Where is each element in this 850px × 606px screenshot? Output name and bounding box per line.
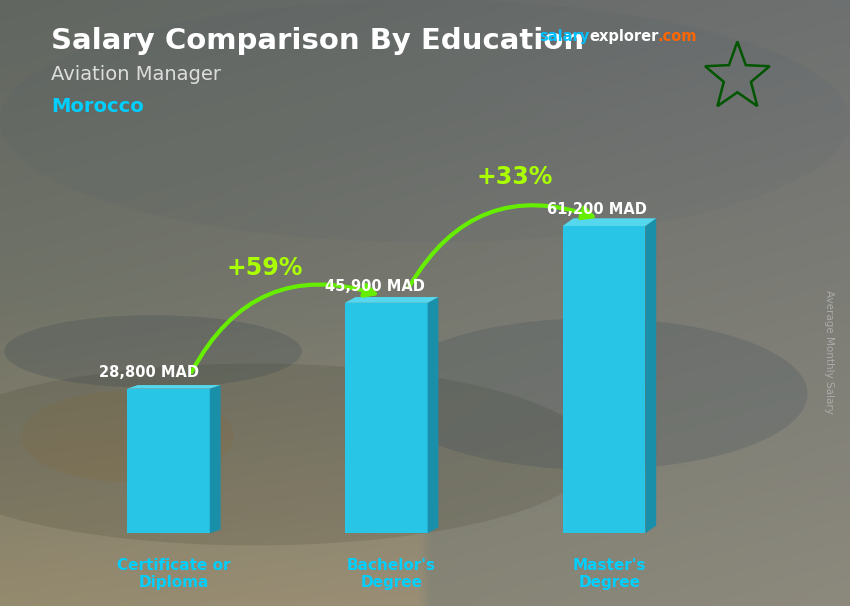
Ellipse shape [21, 391, 234, 482]
FancyArrowPatch shape [191, 285, 375, 372]
Text: .com: .com [658, 29, 697, 44]
Text: Morocco: Morocco [51, 97, 144, 116]
Bar [127, 388, 210, 533]
Polygon shape [127, 385, 220, 388]
Polygon shape [210, 385, 220, 533]
Text: Bachelor's
Degree: Bachelor's Degree [347, 558, 436, 590]
Polygon shape [428, 297, 439, 533]
Text: +33%: +33% [477, 165, 552, 189]
Text: Certificate or
Diploma: Certificate or Diploma [117, 558, 230, 590]
Text: salary: salary [540, 29, 590, 44]
Bar [563, 226, 645, 533]
Text: 45,900 MAD: 45,900 MAD [326, 279, 425, 294]
Ellipse shape [0, 0, 850, 242]
Text: 61,200 MAD: 61,200 MAD [547, 202, 648, 217]
Text: Master's
Degree: Master's Degree [573, 558, 646, 590]
Ellipse shape [382, 318, 808, 470]
FancyArrowPatch shape [410, 205, 592, 287]
Text: 28,800 MAD: 28,800 MAD [99, 365, 199, 380]
Ellipse shape [0, 364, 595, 545]
Bar [345, 303, 428, 533]
Ellipse shape [4, 315, 302, 388]
Text: explorer: explorer [589, 29, 659, 44]
Polygon shape [563, 218, 656, 226]
Polygon shape [345, 297, 439, 303]
Text: Aviation Manager: Aviation Manager [51, 65, 221, 84]
Text: Average Monthly Salary: Average Monthly Salary [824, 290, 834, 413]
Text: Salary Comparison By Education: Salary Comparison By Education [51, 27, 584, 55]
Polygon shape [645, 218, 656, 533]
Text: +59%: +59% [226, 256, 303, 279]
